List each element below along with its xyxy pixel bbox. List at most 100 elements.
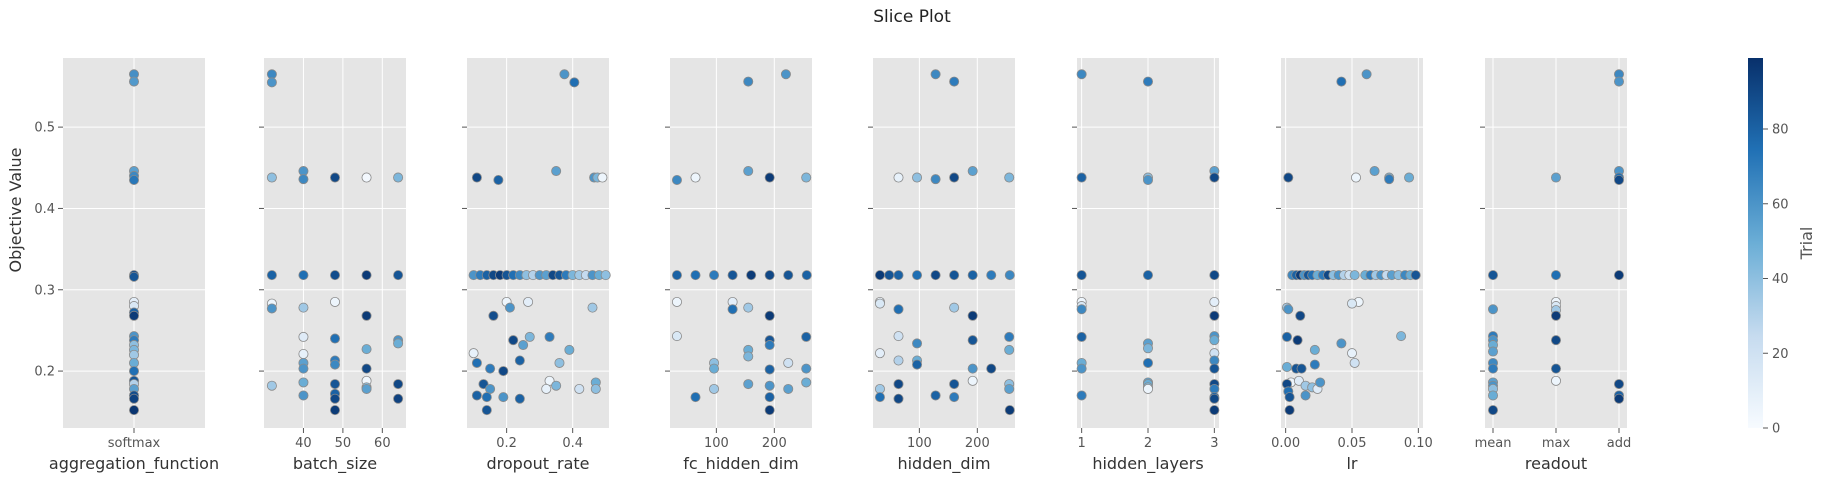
x-tick-label: 60 xyxy=(374,436,391,451)
data-point xyxy=(468,348,479,359)
data-point xyxy=(541,383,552,394)
data-point xyxy=(893,172,904,183)
data-point xyxy=(986,270,997,281)
data-point xyxy=(590,383,601,394)
data-point xyxy=(1076,172,1087,183)
data-point xyxy=(949,392,960,403)
data-point xyxy=(1076,304,1087,315)
data-point xyxy=(393,270,404,281)
data-point xyxy=(949,172,960,183)
data-point xyxy=(1347,298,1358,309)
data-point xyxy=(471,390,482,401)
data-point xyxy=(930,390,941,401)
data-point xyxy=(128,271,139,282)
data-point xyxy=(554,357,565,368)
data-point xyxy=(523,296,534,307)
data-point xyxy=(329,393,340,404)
data-point xyxy=(298,331,309,342)
data-point xyxy=(128,76,139,87)
data-point xyxy=(801,377,812,388)
data-point xyxy=(1488,363,1499,374)
data-point xyxy=(893,379,904,390)
data-point xyxy=(1404,172,1415,183)
panels-group: 0.2 0.3 0.4 0.5 softmax aggregation_function 4… xyxy=(34,58,1631,474)
data-point xyxy=(1209,270,1220,281)
panel-aggregation-function: 0.2 0.3 0.4 0.5 softmax aggregation_function xyxy=(34,58,219,474)
x-tick-label: 40 xyxy=(295,436,312,451)
data-point xyxy=(1004,383,1015,394)
x-tick-label: 50 xyxy=(335,436,352,451)
data-point xyxy=(893,393,904,404)
x-axis-label: batch_size xyxy=(293,454,377,474)
data-point xyxy=(544,331,555,342)
x-tick-label: 200 xyxy=(762,436,787,451)
data-point xyxy=(1281,362,1292,373)
data-point xyxy=(1410,270,1421,281)
chart-title: Slice Plot xyxy=(873,7,951,27)
data-point xyxy=(709,383,720,394)
data-point xyxy=(128,310,139,321)
data-point xyxy=(361,270,372,281)
data-point xyxy=(1143,357,1154,368)
data-point xyxy=(967,270,978,281)
data-point xyxy=(1076,363,1087,374)
data-point xyxy=(1551,335,1562,346)
data-point xyxy=(1283,172,1294,183)
data-point xyxy=(1076,331,1087,342)
panel-readout: mean max add readout xyxy=(1475,58,1631,473)
data-point xyxy=(361,363,372,374)
data-point xyxy=(1488,346,1499,357)
y-tick-label: 0.4 xyxy=(34,202,55,217)
data-point xyxy=(690,172,701,183)
data-point xyxy=(574,383,585,394)
data-point xyxy=(361,172,372,183)
data-point xyxy=(485,363,496,374)
x-axis-label: hidden_dim xyxy=(897,454,990,474)
data-point xyxy=(1614,174,1625,185)
panel-fc-hidden-dim: 100 200 fc_hidden_dim xyxy=(665,58,812,474)
x-tick-label: 0.10 xyxy=(1404,436,1433,451)
x-tick-label: 100 xyxy=(907,436,932,451)
data-point xyxy=(1347,348,1358,359)
data-point xyxy=(893,331,904,342)
panel-batch-size: 40 50 60 batch_size xyxy=(259,58,406,474)
data-point xyxy=(764,405,775,416)
data-point xyxy=(690,392,701,403)
data-point xyxy=(518,340,529,351)
data-point xyxy=(743,166,754,177)
data-point xyxy=(481,392,492,403)
data-point xyxy=(967,375,978,386)
colorbar-gradient xyxy=(1748,58,1763,428)
data-point xyxy=(329,359,340,370)
x-tick-label: 200 xyxy=(965,436,990,451)
data-point xyxy=(551,380,562,391)
data-point xyxy=(1143,76,1154,87)
data-point xyxy=(1143,270,1154,281)
data-point xyxy=(1488,390,1499,401)
data-point xyxy=(1295,310,1306,321)
panel-background xyxy=(264,58,406,428)
data-point xyxy=(564,344,575,355)
data-point xyxy=(671,270,682,281)
data-point xyxy=(1369,166,1380,177)
data-point xyxy=(1349,357,1360,368)
data-point xyxy=(1004,344,1015,355)
data-point xyxy=(393,338,404,349)
data-point xyxy=(1143,174,1154,185)
y-tick-label: 0.5 xyxy=(34,121,55,136)
data-point xyxy=(1336,76,1347,87)
data-point xyxy=(600,270,611,281)
data-point xyxy=(671,296,682,307)
x-tick-label: 2 xyxy=(1144,436,1152,451)
data-point xyxy=(1488,304,1499,315)
data-point xyxy=(266,380,277,391)
colorbar-label: Trial xyxy=(1797,227,1816,261)
x-tick-label: 0.2 xyxy=(496,436,517,451)
panel-hidden-layers: 1 2 3 hidden_layers xyxy=(1072,58,1220,474)
data-point xyxy=(930,174,941,185)
data-point xyxy=(1350,172,1361,183)
data-point xyxy=(986,363,997,374)
x-tick-label: max xyxy=(1542,436,1571,451)
data-point xyxy=(801,172,812,183)
data-point xyxy=(912,172,923,183)
